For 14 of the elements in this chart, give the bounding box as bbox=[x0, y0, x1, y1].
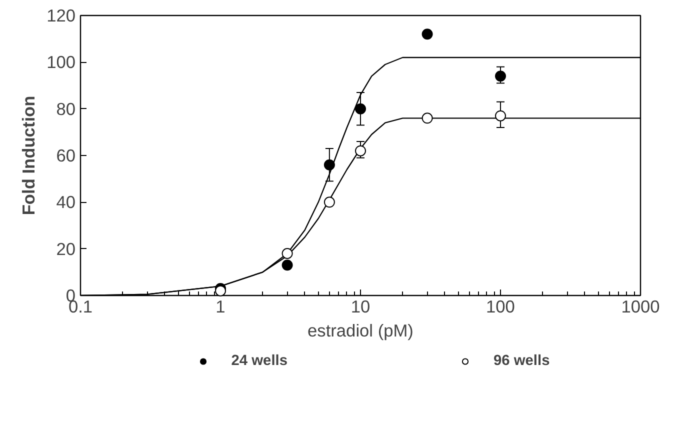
x-axis-title: estradiol (pM) bbox=[308, 320, 414, 340]
x-tick-label: 10 bbox=[350, 296, 370, 316]
y-tick-label: 20 bbox=[56, 238, 76, 259]
y-tick-label: 120 bbox=[46, 6, 76, 26]
y-tick-label: 60 bbox=[56, 146, 76, 166]
y-tick-label: 40 bbox=[56, 192, 76, 212]
y-tick-label: 100 bbox=[46, 52, 76, 72]
y-tick-label: 80 bbox=[56, 98, 76, 119]
legend-label: 24 wells bbox=[231, 353, 288, 369]
x-tick-label: 1 bbox=[216, 296, 226, 316]
legend-label: 96 wells bbox=[494, 353, 550, 369]
x-tick-label: 100 bbox=[486, 296, 515, 316]
x-tick-label: 1000 bbox=[621, 296, 660, 316]
y-axis-title: Fold Induction bbox=[18, 96, 39, 216]
